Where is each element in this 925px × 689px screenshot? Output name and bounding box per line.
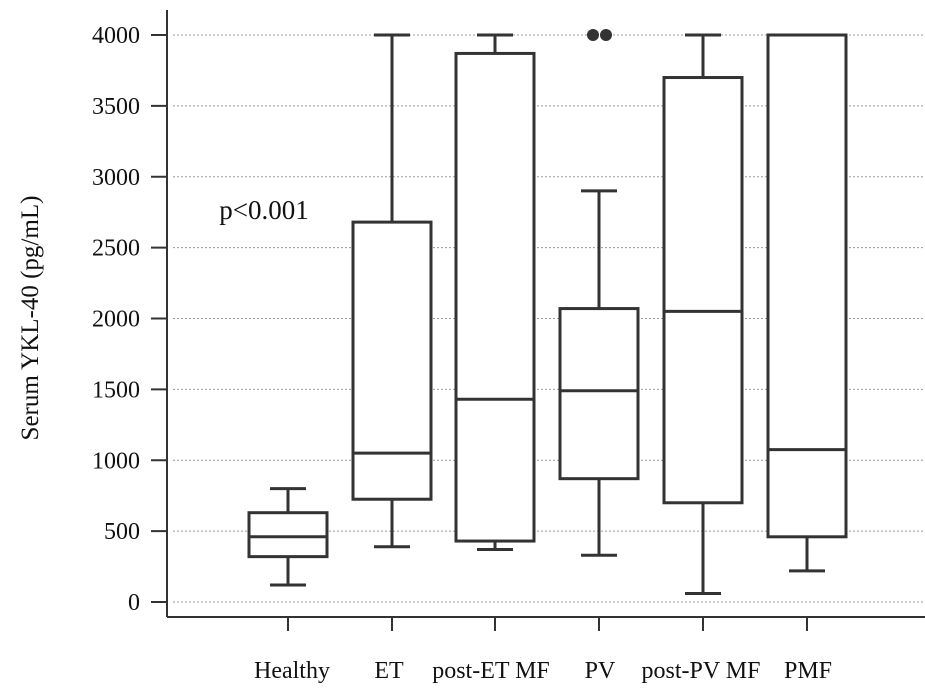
- y-tick-label-4000: 4000: [92, 23, 140, 49]
- iqr-box: [558, 307, 640, 481]
- y-tick-label-3000: 3000: [92, 165, 140, 191]
- y-tick-label-1000: 1000: [92, 448, 140, 474]
- outlier-point: [600, 29, 612, 41]
- axes: 0 500 1000 1500 2000 2500 3000 3500 4000 Healthy E…: [92, 10, 925, 684]
- x-category-label: post-PV MF: [642, 658, 761, 684]
- y-tick-label-0: 0: [128, 590, 140, 616]
- x-category-label: Healthy: [254, 658, 330, 684]
- box-2: [454, 33, 536, 552]
- iqr-box: [247, 511, 329, 559]
- box-1: [351, 33, 433, 549]
- iqr-box: [766, 33, 848, 539]
- y-tick-label-2000: 2000: [92, 307, 140, 333]
- box-5: [766, 33, 848, 573]
- box-series: [247, 29, 848, 595]
- x-category-label: post-ET MF: [432, 658, 550, 684]
- box-0: [247, 487, 329, 587]
- y-tick-label-1500: 1500: [92, 377, 140, 403]
- y-tick-label-3500: 3500: [92, 94, 140, 120]
- box-4: [662, 33, 744, 595]
- x-category-label: ET: [374, 658, 404, 684]
- outlier-point: [587, 29, 599, 41]
- y-tick-label-500: 500: [104, 519, 140, 545]
- p-value-annotation: p<0.001: [219, 195, 308, 225]
- x-category-label: PV: [585, 658, 616, 684]
- box-3: [558, 29, 640, 557]
- y-tick-label-2500: 2500: [92, 236, 140, 262]
- iqr-box: [351, 220, 433, 501]
- iqr-box: [662, 76, 744, 505]
- iqr-box: [454, 51, 536, 543]
- x-category-label: PMF: [784, 658, 832, 684]
- y-axis-label: Serum YKL-40 (pg/mL): [17, 196, 44, 441]
